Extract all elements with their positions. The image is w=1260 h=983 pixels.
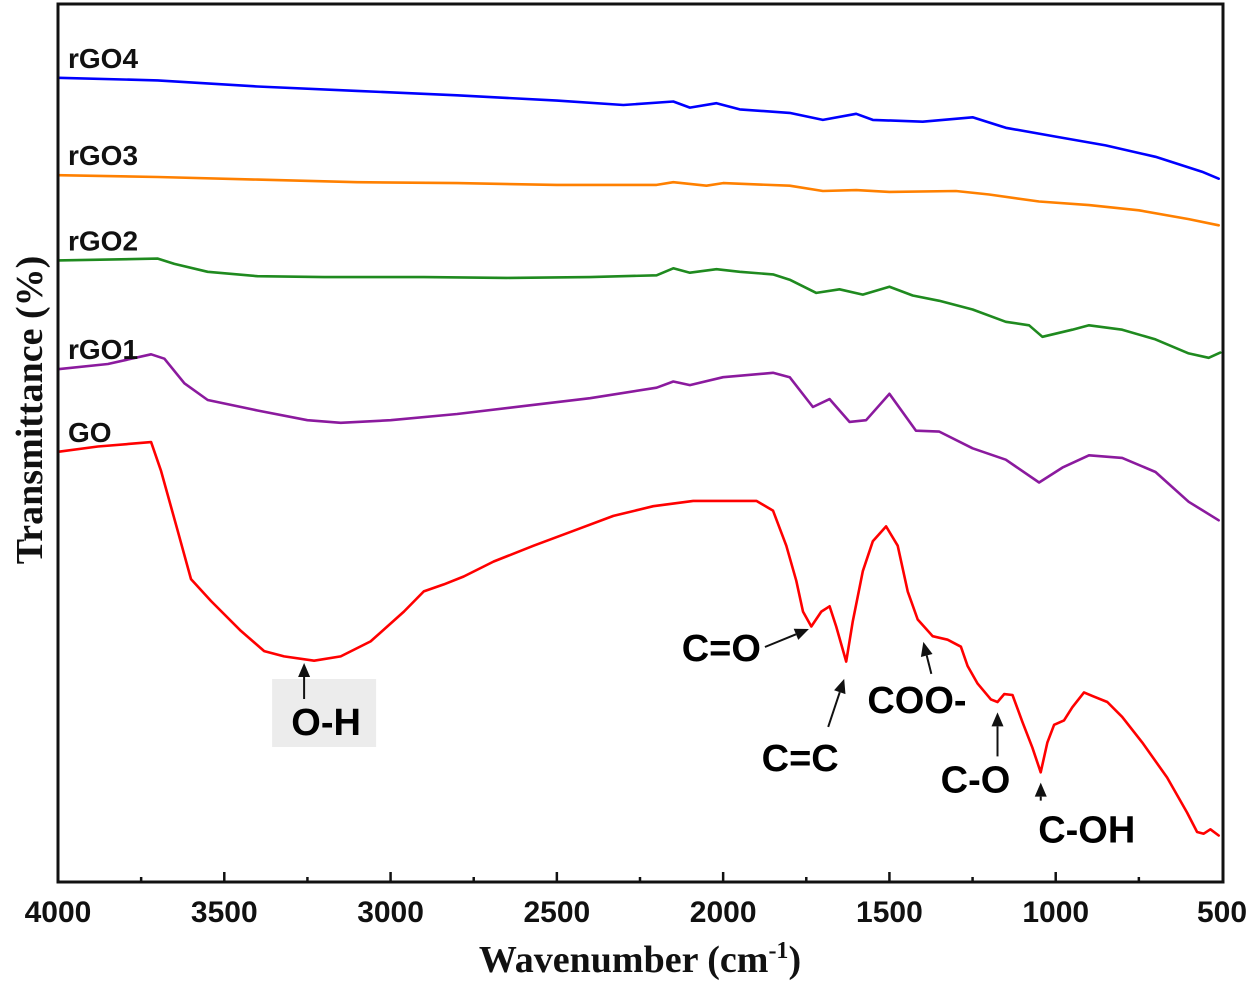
x-tick-label: 2000 (690, 896, 757, 929)
x-tick-label: 500 (1197, 896, 1247, 929)
series-line-rgo1 (56, 353, 1220, 522)
x-axis-title-main: Wavenumber (cm (479, 939, 769, 981)
series-label-rgo3: rGO3 (68, 140, 138, 171)
series-line-rgo4 (56, 76, 1220, 180)
annotation-c-o-arrow (764, 628, 809, 648)
annotation-c-oh-arrow (1034, 782, 1047, 801)
annotation-c-o-arrow (991, 712, 1004, 757)
annotation-o-h-arrow (298, 662, 311, 699)
annotation-c-oh-label: C-OH (1038, 810, 1135, 852)
x-axis-title-suffix: ) (788, 939, 801, 981)
x-tick-label: 1000 (1022, 896, 1089, 929)
series-line-go (56, 440, 1220, 837)
annotation-c-o-label: C-O (941, 759, 1011, 801)
annotation-c-c-arrow (827, 678, 846, 728)
annotation-c-c-label: C=C (762, 738, 839, 780)
x-tick-labels-layer: 4000 3500 3000 2500 2000 1500 1000 500 (25, 896, 1247, 929)
x-axis-title-superscript: -1 (768, 938, 788, 964)
series-line-rgo2 (56, 257, 1222, 360)
x-tick-label: 1500 (856, 896, 923, 929)
series-label-go: GO (68, 417, 112, 448)
annotation-coo-arrow (920, 641, 933, 675)
x-ticks-layer (139, 872, 1141, 882)
annotation-o-h-label: O-H (291, 702, 361, 744)
annotations-layer: O-H C=O C=C COO- C-O C-OH (272, 628, 1135, 852)
series-label-rgo1: rGO1 (68, 334, 138, 365)
y-axis-title: Transmittance (%) (9, 256, 51, 565)
annotation-c-o-label: C=O (682, 628, 761, 670)
series-label-rgo4: rGO4 (68, 43, 138, 74)
series-labels-layer: rGO4 rGO3 rGO2 rGO1 GO (68, 43, 138, 448)
oh-label-box (272, 678, 377, 747)
annotation-coo-label: COO- (867, 680, 966, 722)
series-line-rgo3 (56, 173, 1220, 227)
x-tick-label: 2500 (523, 896, 590, 929)
x-tick-label: 4000 (25, 896, 92, 929)
series-label-rgo2: rGO2 (68, 225, 138, 256)
x-tick-label: 3000 (357, 896, 424, 929)
curves-layer (56, 76, 1222, 837)
x-tick-label: 3500 (191, 896, 258, 929)
x-axis-title: Wavenumber (cm-1) (479, 938, 801, 981)
